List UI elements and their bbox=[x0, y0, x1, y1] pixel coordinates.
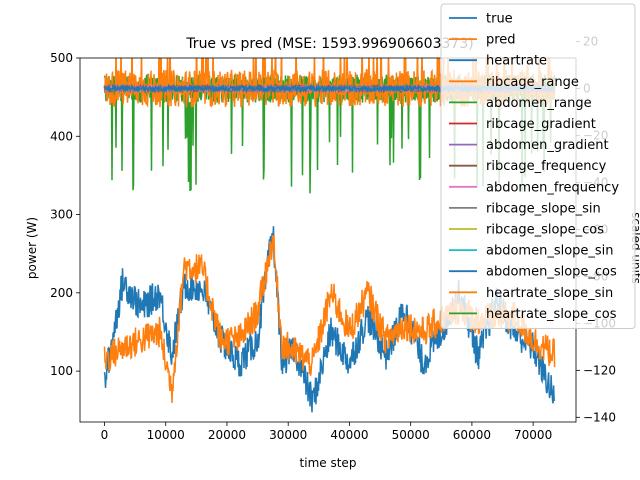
chart-title: True vs pred (MSE: 1593.996906603373) bbox=[185, 36, 473, 52]
legend-label-ribcage_range: ribcage_range bbox=[486, 75, 579, 90]
y-right-tick-label: −120 bbox=[583, 363, 616, 377]
x-tick-label: 0 bbox=[101, 428, 109, 442]
legend-label-ribcage_slope_sin: ribcage_slope_sin bbox=[486, 201, 601, 216]
legend-label-ribcage_slope_cos: ribcage_slope_cos bbox=[486, 223, 604, 238]
x-tick-label: 70000 bbox=[514, 428, 552, 442]
x-tick-label: 30000 bbox=[269, 428, 307, 442]
legend-label-heartrate_slope_sin: heartrate_slope_sin bbox=[486, 286, 613, 301]
legend: true pred heartrate ribcage_range abdomen_ra… bbox=[440, 3, 636, 329]
x-tick-label: 10000 bbox=[147, 428, 185, 442]
y-left-tick-label: 500 bbox=[50, 51, 73, 65]
legend-label-true: true bbox=[486, 12, 513, 27]
x-axis-label: time step bbox=[300, 456, 357, 470]
y-right-tick-label: −140 bbox=[583, 410, 616, 424]
y-axis-label-left: power (W) bbox=[25, 217, 39, 279]
legend-label-abdomen_range: abdomen_range bbox=[486, 96, 592, 111]
x-tick-label: 50000 bbox=[392, 428, 430, 442]
legend-label-pred: pred bbox=[486, 33, 516, 48]
x-tick-label: 60000 bbox=[453, 428, 491, 442]
x-tick-label: 40000 bbox=[330, 428, 368, 442]
legend-label-heartrate_slope_cos: heartrate_slope_cos bbox=[486, 307, 617, 322]
y-left-tick-label: 300 bbox=[50, 208, 73, 222]
legend-label-abdomen_slope_sin: abdomen_slope_sin bbox=[486, 244, 614, 259]
legend-label-abdomen_frequency: abdomen_frequency bbox=[486, 180, 619, 195]
legend-label-heartrate: heartrate bbox=[486, 54, 547, 69]
legend-label-abdomen_slope_cos: abdomen_slope_cos bbox=[486, 265, 617, 280]
legend-box bbox=[440, 3, 636, 329]
y-left-tick-label: 400 bbox=[50, 129, 73, 143]
x-tick-label: 20000 bbox=[208, 428, 246, 442]
legend-label-ribcage_gradient: ribcage_gradient bbox=[486, 117, 596, 132]
y-left-tick-label: 100 bbox=[50, 364, 73, 378]
legend-label-ribcage_frequency: ribcage_frequency bbox=[486, 159, 607, 174]
y-left-tick-label: 200 bbox=[50, 286, 73, 300]
legend-label-abdomen_gradient: abdomen_gradient bbox=[486, 138, 609, 153]
